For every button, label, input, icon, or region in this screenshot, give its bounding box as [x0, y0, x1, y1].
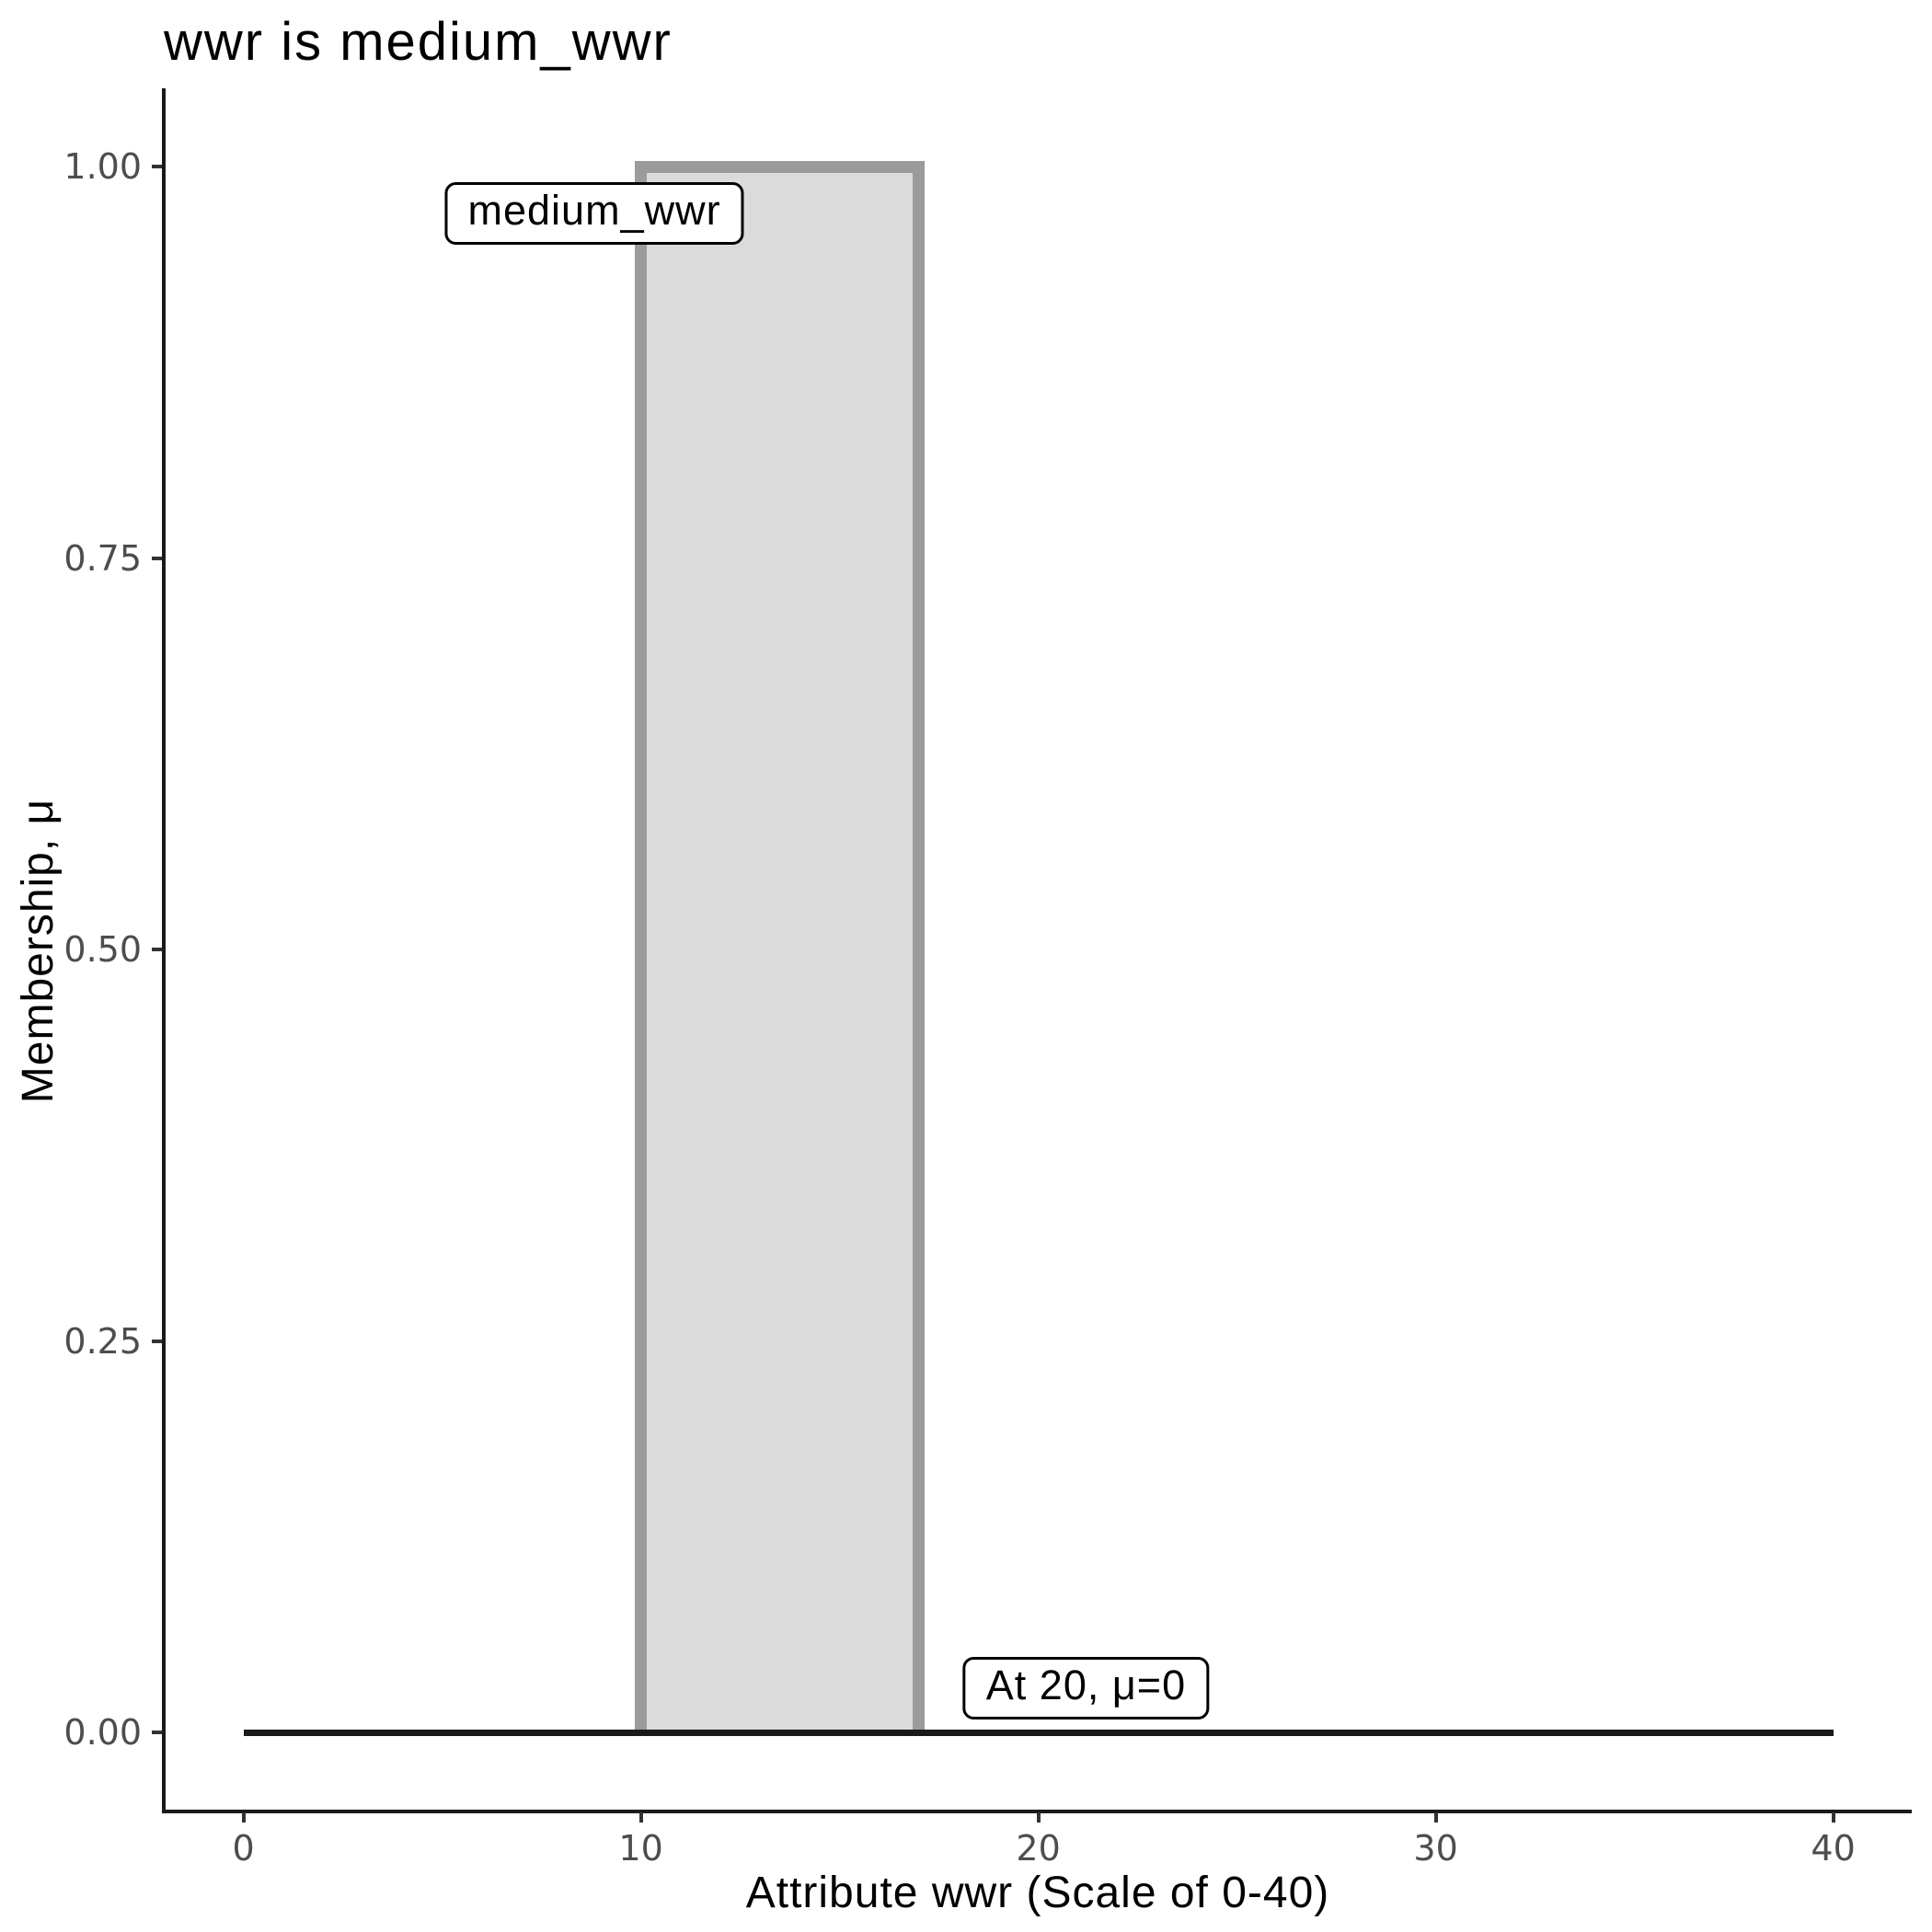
- y-axis-title: Membership, μ: [4, 88, 74, 1813]
- x-axis-title: Attribute wwr (Scale of 0-40): [745, 1869, 1330, 1917]
- x-tick-label: 0: [232, 1828, 255, 1869]
- membership-function-shape: [635, 160, 926, 1732]
- evaluation-annotation: At 20, μ=0: [962, 1657, 1210, 1720]
- y-tick-mark: [152, 1731, 162, 1734]
- membership-level-line: [243, 1729, 1834, 1736]
- y-tick-label: 1.00: [63, 146, 142, 187]
- y-tick-mark: [152, 1339, 162, 1343]
- set-label-annotation: medium_wwr: [444, 182, 744, 246]
- x-tick-label: 30: [1413, 1828, 1458, 1869]
- y-tick-label: 0.00: [63, 1712, 142, 1753]
- x-tick-mark: [1433, 1812, 1438, 1823]
- y-tick-label: 0.25: [63, 1320, 142, 1362]
- y-tick-label: 0.50: [63, 929, 142, 970]
- x-tick-label: 10: [618, 1828, 663, 1869]
- y-tick-mark: [152, 948, 162, 951]
- x-tick-label: 40: [1811, 1828, 1856, 1869]
- x-tick-mark: [638, 1812, 643, 1823]
- x-tick-mark: [1831, 1812, 1835, 1823]
- x-tick-mark: [1036, 1812, 1041, 1823]
- chart-title: wwr is medium_wwr: [164, 12, 673, 72]
- y-tick-label: 0.75: [63, 537, 142, 579]
- x-axis-line: [162, 1810, 1912, 1813]
- y-tick-mark: [152, 556, 162, 560]
- x-tick-mark: [241, 1812, 246, 1823]
- x-tick-label: 20: [1016, 1828, 1061, 1869]
- y-tick-mark: [152, 165, 162, 168]
- y-axis-title-text: Membership, μ: [14, 798, 63, 1104]
- y-axis-line: [162, 88, 166, 1813]
